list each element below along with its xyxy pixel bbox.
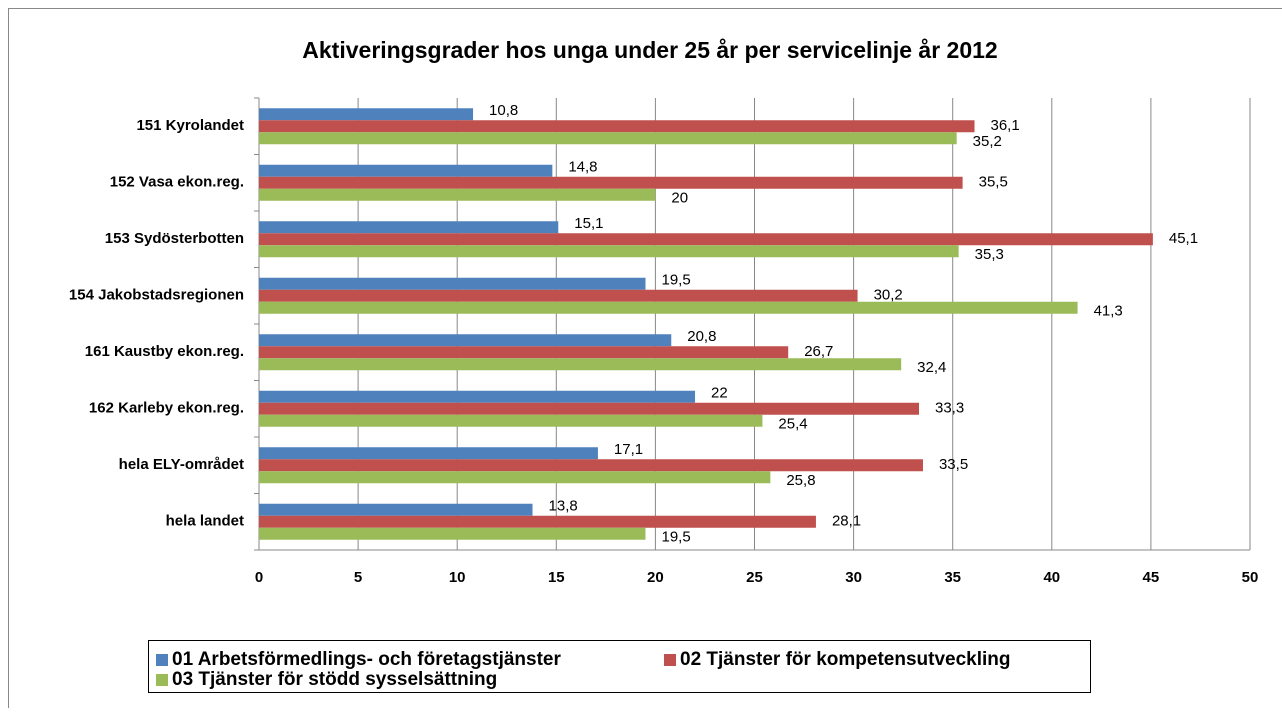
data-label: 36,1 [991, 117, 1020, 134]
x-tick-label: 50 [1242, 569, 1259, 586]
data-label: 41,3 [1094, 303, 1123, 320]
x-tick-label: 45 [1143, 569, 1160, 586]
y-tick-label: 161 Kaustby ekon.reg. [85, 343, 244, 360]
legend-label: 01 Arbetsförmedlings- och företagstjänst… [172, 649, 561, 670]
data-label: 10,8 [489, 102, 518, 119]
bar [259, 290, 858, 302]
y-tick-label: hela ELY-området [119, 456, 244, 473]
data-label: 25,4 [778, 416, 807, 433]
bar [259, 459, 923, 471]
data-label: 28,1 [832, 513, 861, 530]
bar [259, 120, 975, 132]
bar [259, 471, 770, 483]
y-tick-label: 151 Kyrolandet [136, 117, 244, 134]
data-label: 15,1 [574, 215, 603, 232]
legend-label: 03 Tjänster för stödd sysselsättning [172, 669, 497, 690]
data-label: 13,8 [549, 498, 578, 515]
data-label: 20 [671, 190, 688, 207]
data-label: 17,1 [614, 441, 643, 458]
legend-swatch [664, 654, 676, 666]
x-tick-label: 5 [354, 569, 362, 586]
bar [259, 403, 919, 415]
x-tick-label: 40 [1043, 569, 1060, 586]
bar [259, 108, 473, 120]
y-tick-label: hela landet [166, 513, 244, 530]
data-label: 35,2 [973, 133, 1002, 150]
bar [259, 221, 558, 233]
bar [259, 504, 533, 516]
bar [259, 189, 655, 201]
bar [259, 233, 1153, 245]
bar [259, 302, 1078, 314]
x-tick-label: 35 [944, 569, 961, 586]
data-label: 14,8 [568, 159, 597, 176]
bar [259, 528, 645, 540]
data-label: 35,5 [979, 174, 1008, 191]
x-tick-label: 15 [548, 569, 565, 586]
x-tick-label: 30 [845, 569, 862, 586]
data-label: 22 [711, 385, 728, 402]
x-tick-label: 20 [647, 569, 664, 586]
y-tick-label: 154 Jakobstadsregionen [69, 287, 244, 304]
y-tick-label: 152 Vasa ekon.reg. [110, 174, 244, 191]
x-tick-label: 10 [449, 569, 466, 586]
chart-title: Aktiveringsgrader hos unga under 25 år p… [302, 37, 997, 63]
data-label: 45,1 [1169, 230, 1198, 247]
data-label: 33,3 [935, 400, 964, 417]
bar [259, 346, 788, 358]
data-label: 33,5 [939, 456, 968, 473]
x-tick-label: 0 [255, 569, 263, 586]
bar [259, 391, 695, 403]
bar [259, 132, 957, 144]
data-label: 35,3 [975, 246, 1004, 263]
data-label: 26,7 [804, 343, 833, 360]
bar [259, 447, 598, 459]
data-label: 32,4 [917, 359, 946, 376]
data-label: 19,5 [661, 272, 690, 289]
bar [259, 334, 671, 346]
data-label: 20,8 [687, 328, 716, 345]
y-tick-label: 162 Karleby ekon.reg. [89, 400, 244, 417]
y-tick-label: 153 Sydösterbotten [105, 230, 244, 247]
data-label: 19,5 [661, 529, 690, 546]
bar [259, 278, 645, 290]
bar [259, 358, 901, 370]
bar [259, 165, 552, 177]
data-label: 25,8 [786, 472, 815, 489]
legend-swatch [156, 674, 168, 686]
data-label: 30,2 [874, 287, 903, 304]
legend-label: 02 Tjänster för kompetensutveckling [680, 649, 1011, 670]
bar [259, 245, 959, 257]
bar [259, 415, 762, 427]
legend-swatch [156, 654, 168, 666]
bar [259, 177, 963, 189]
bar [259, 516, 816, 528]
x-tick-label: 25 [746, 569, 763, 586]
